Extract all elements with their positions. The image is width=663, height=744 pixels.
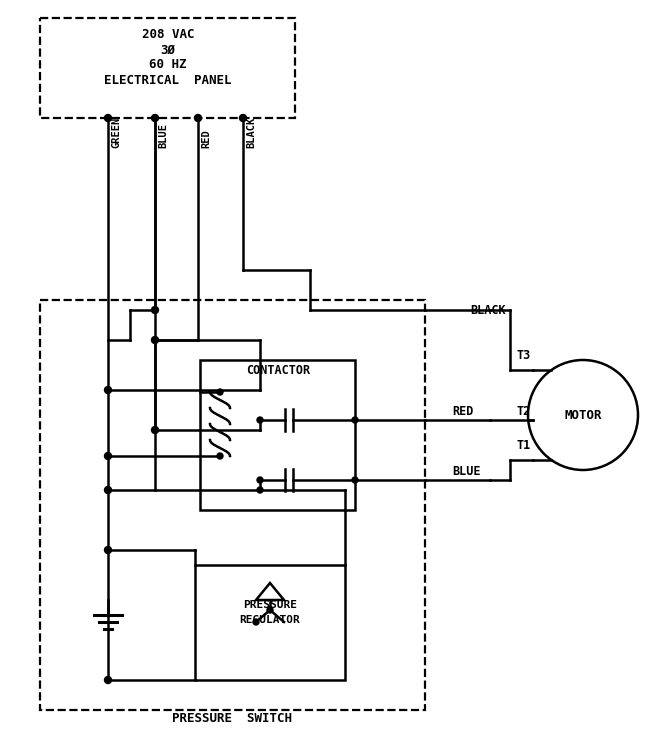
Bar	[200, 360, 355, 510]
Circle shape	[105, 452, 111, 460]
Circle shape	[105, 386, 111, 394]
Text: GREEN: GREEN	[111, 117, 121, 148]
Circle shape	[105, 115, 111, 121]
Text: MOTOR: MOTOR	[564, 408, 602, 422]
Text: RED: RED	[452, 405, 473, 418]
Circle shape	[152, 115, 158, 121]
Text: T2: T2	[517, 405, 531, 418]
Text: 60 HZ: 60 HZ	[149, 58, 187, 71]
Circle shape	[194, 115, 202, 121]
Bar	[195, 565, 345, 680]
Circle shape	[352, 417, 358, 423]
Circle shape	[267, 607, 273, 613]
Text: BLACK: BLACK	[246, 117, 256, 148]
Text: 3Ø: 3Ø	[160, 44, 176, 57]
Text: PRESSURE  SWITCH: PRESSURE SWITCH	[172, 712, 292, 725]
Text: T1: T1	[517, 439, 531, 452]
Text: BLUE: BLUE	[158, 123, 168, 148]
Circle shape	[105, 547, 111, 554]
Text: ELECTRICAL  PANEL: ELECTRICAL PANEL	[104, 74, 232, 87]
Circle shape	[105, 487, 111, 493]
Circle shape	[105, 676, 111, 684]
Text: T3: T3	[517, 349, 531, 362]
Circle shape	[257, 487, 263, 493]
Circle shape	[152, 307, 158, 313]
Circle shape	[253, 619, 259, 625]
Circle shape	[217, 453, 223, 459]
Circle shape	[257, 477, 263, 483]
Circle shape	[257, 417, 263, 423]
Circle shape	[352, 477, 358, 483]
Circle shape	[239, 115, 247, 121]
Bar	[40, 18, 295, 118]
Text: BLACK: BLACK	[470, 304, 506, 317]
Text: CONTACTOR: CONTACTOR	[246, 364, 310, 377]
Text: BLUE: BLUE	[452, 465, 481, 478]
Bar	[40, 300, 425, 710]
Circle shape	[217, 389, 223, 395]
Text: RED: RED	[201, 129, 211, 148]
Circle shape	[152, 336, 158, 344]
Text: PRESSURE: PRESSURE	[243, 600, 297, 610]
Text: REGULATOR: REGULATOR	[239, 615, 300, 625]
Circle shape	[152, 426, 158, 434]
Text: 208 VAC: 208 VAC	[142, 28, 194, 41]
